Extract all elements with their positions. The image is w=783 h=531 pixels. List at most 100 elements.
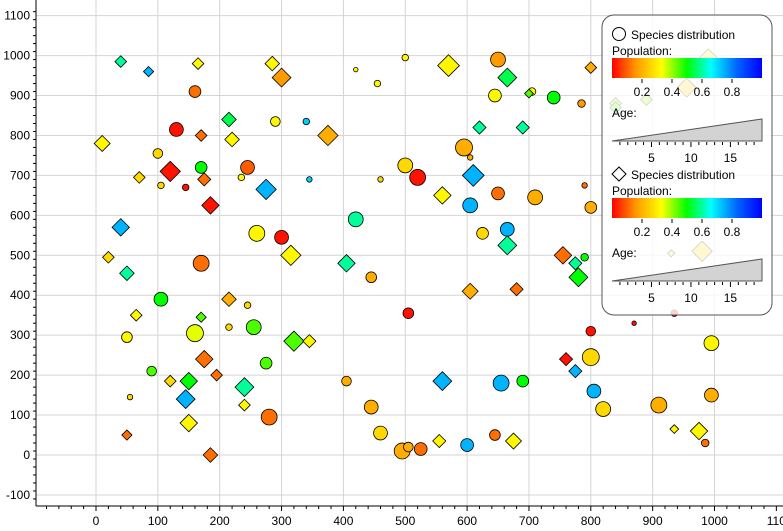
circle-point bbox=[126, 393, 134, 401]
circle-point bbox=[499, 222, 515, 237]
legend-age-tick-label: 10 bbox=[684, 291, 698, 305]
legend-population-gradient bbox=[612, 198, 762, 218]
circle-point bbox=[488, 88, 502, 103]
diamond-point bbox=[497, 235, 518, 256]
diamond-point bbox=[280, 244, 302, 267]
diamond-point bbox=[568, 267, 589, 288]
diamond-point bbox=[509, 282, 524, 297]
diamond-point bbox=[129, 308, 143, 322]
diamond-point bbox=[264, 55, 281, 72]
circle-point bbox=[595, 401, 612, 417]
circle-point bbox=[701, 438, 710, 448]
y-tick-label: -100 bbox=[6, 488, 30, 502]
legend-diamond-icon bbox=[611, 166, 627, 182]
legend-population-tick-label: 0.2 bbox=[634, 225, 651, 239]
circle-point bbox=[704, 387, 719, 403]
y-tick-label: 1000 bbox=[3, 49, 30, 63]
y-tick-label: 0 bbox=[23, 448, 30, 462]
diamond-point bbox=[504, 432, 523, 450]
circle-point bbox=[260, 408, 278, 426]
circle-point bbox=[121, 331, 133, 343]
circle-point bbox=[489, 429, 501, 441]
legend-box bbox=[601, 14, 773, 316]
circle-point bbox=[341, 375, 352, 387]
circle-point bbox=[259, 356, 273, 370]
x-tick-label: 1000 bbox=[701, 514, 728, 528]
diamond-point bbox=[669, 424, 680, 434]
x-tick-label: 0 bbox=[93, 514, 100, 528]
diamond-point bbox=[437, 54, 460, 78]
circle-point bbox=[397, 157, 414, 174]
legend-age-label: Age: bbox=[612, 106, 637, 120]
circle-point bbox=[650, 396, 668, 414]
circle-point bbox=[585, 325, 597, 337]
circle-point bbox=[186, 324, 204, 343]
diamond-point bbox=[132, 171, 146, 184]
diamond-point bbox=[121, 429, 133, 441]
diamond-point bbox=[179, 413, 199, 433]
circle-point bbox=[584, 201, 598, 214]
circle-point bbox=[363, 399, 379, 415]
diamond-point bbox=[202, 447, 219, 463]
y-tick-label: 100 bbox=[10, 408, 30, 422]
diamond-point bbox=[568, 364, 583, 379]
diamond-point bbox=[142, 65, 155, 78]
y-tick-label: 300 bbox=[10, 328, 30, 342]
circle-point bbox=[270, 116, 281, 127]
circle-point bbox=[245, 319, 262, 336]
diamond-point bbox=[432, 433, 447, 449]
diamond-point bbox=[568, 256, 583, 271]
diamond-point bbox=[191, 57, 205, 70]
legend-population-label: Population: bbox=[612, 184, 672, 198]
circle-point bbox=[467, 154, 474, 161]
legend-population-gradient bbox=[612, 58, 762, 78]
circle-point bbox=[248, 224, 266, 242]
diamond-point bbox=[497, 67, 518, 88]
diamond-point bbox=[195, 311, 207, 323]
legend-title: Species distribution bbox=[631, 168, 735, 182]
legend-age-tick-label: 5 bbox=[648, 151, 655, 165]
diamond-point bbox=[221, 291, 237, 308]
diamond-point bbox=[584, 61, 598, 74]
legend-population-tick-label: 0.2 bbox=[634, 85, 651, 99]
legend-population-tick-label: 0.4 bbox=[664, 85, 681, 99]
diamond-point bbox=[101, 250, 115, 264]
diamond-point bbox=[194, 349, 214, 369]
circle-point bbox=[402, 307, 415, 319]
legend-population-tick-label: 0.6 bbox=[694, 225, 711, 239]
circle-point bbox=[491, 186, 505, 201]
diamond-point bbox=[515, 120, 530, 135]
circle-point bbox=[353, 66, 359, 73]
circle-point bbox=[373, 79, 382, 88]
diamond-point bbox=[337, 254, 356, 273]
legend-age-tick-label: 10 bbox=[684, 151, 698, 165]
circle-point bbox=[409, 169, 426, 186]
x-tick-label: 600 bbox=[457, 514, 477, 528]
diamond-point bbox=[461, 163, 485, 187]
legend-population-tick-label: 0.6 bbox=[694, 85, 711, 99]
circle-point bbox=[413, 442, 428, 456]
circle-point bbox=[401, 53, 409, 62]
x-tick-label: 110 bbox=[767, 514, 783, 528]
circle-point bbox=[377, 176, 384, 183]
diamond-point bbox=[119, 265, 135, 282]
x-tick-label: 700 bbox=[519, 514, 539, 528]
diamond-point bbox=[283, 330, 305, 352]
circle-point bbox=[225, 323, 233, 331]
circle-point bbox=[460, 438, 474, 452]
circle-point bbox=[194, 161, 208, 174]
y-tick-label: 400 bbox=[10, 288, 30, 302]
circle-point bbox=[157, 181, 165, 190]
legend-age-tick-label: 15 bbox=[724, 291, 738, 305]
diamond-point bbox=[255, 178, 277, 201]
circle-point bbox=[516, 374, 530, 388]
circle-point bbox=[240, 160, 255, 175]
diamond-point bbox=[461, 282, 479, 300]
legend-population-label: Population: bbox=[612, 44, 672, 58]
circle-point bbox=[631, 320, 637, 326]
diamond-point bbox=[432, 371, 453, 392]
diamond-point bbox=[201, 196, 220, 215]
diamond-point bbox=[689, 421, 709, 441]
y-tick-label: 1100 bbox=[4, 9, 30, 23]
